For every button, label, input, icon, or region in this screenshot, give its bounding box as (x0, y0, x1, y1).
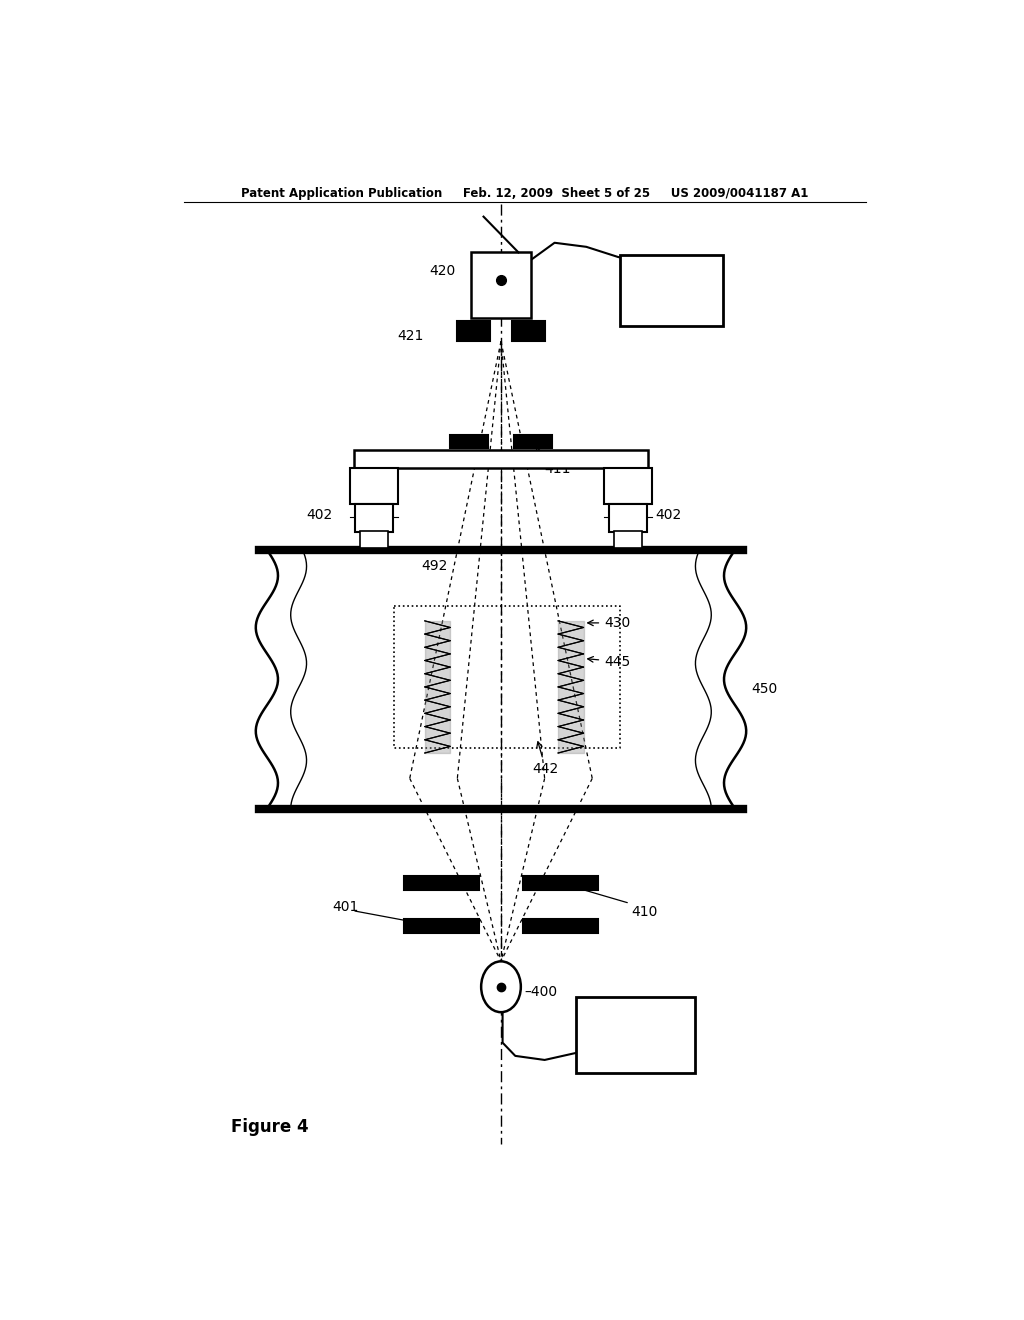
Text: 430: 430 (588, 616, 631, 630)
Text: 442: 442 (532, 742, 559, 776)
Text: 445: 445 (588, 655, 631, 668)
Bar (403, 919, 479, 933)
Bar (471, 252, 530, 318)
Text: 492: 492 (422, 560, 449, 573)
Bar (403, 876, 479, 890)
Bar (359, 532, 388, 548)
Text: 402: 402 (655, 508, 682, 523)
Circle shape (481, 961, 521, 1012)
Bar (620, 255, 723, 326)
Text: Patent Application Publication     Feb. 12, 2009  Sheet 5 of 25     US 2009/0041: Patent Application Publication Feb. 12, … (241, 187, 809, 201)
Text: 411: 411 (536, 446, 571, 477)
Text: 410: 410 (632, 904, 657, 919)
Bar (457, 321, 489, 342)
Bar (514, 434, 552, 447)
Text: –400: –400 (524, 985, 558, 999)
Text: 421: 421 (397, 329, 423, 343)
Bar (523, 919, 598, 933)
Bar (613, 532, 642, 548)
Text: 401: 401 (333, 900, 358, 915)
Bar (512, 321, 546, 342)
Text: 402: 402 (306, 508, 333, 523)
Text: 420: 420 (430, 264, 456, 279)
Bar (354, 450, 648, 469)
Text: Figure 4: Figure 4 (231, 1118, 309, 1137)
Bar (523, 876, 598, 890)
Bar (451, 434, 488, 447)
Text: 404: 404 (623, 1028, 649, 1041)
Bar (355, 504, 393, 532)
Bar (604, 469, 651, 504)
Bar (350, 469, 397, 504)
Bar (577, 997, 695, 1073)
Bar (609, 504, 647, 532)
Text: 450: 450 (751, 682, 777, 697)
